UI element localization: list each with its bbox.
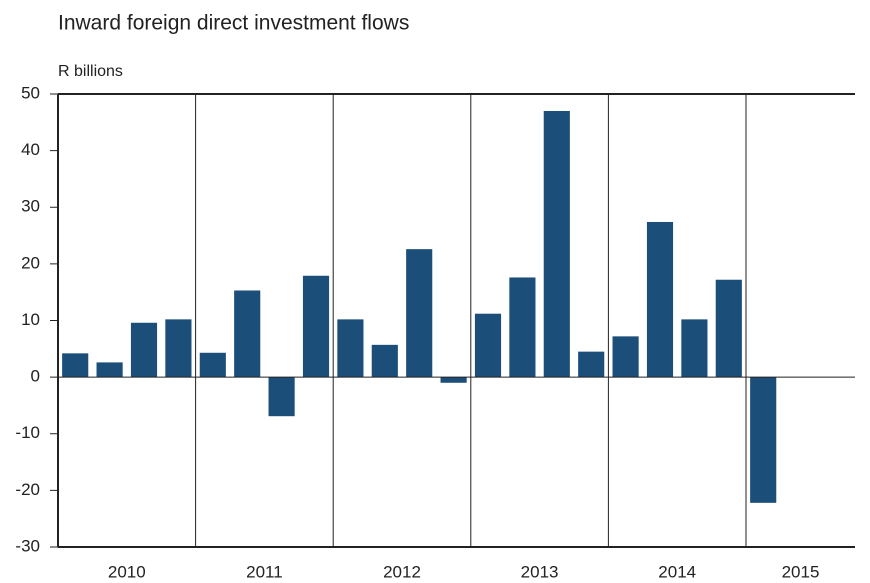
axis-label: R billions — [58, 63, 123, 80]
bar — [750, 377, 777, 503]
bar — [681, 319, 708, 378]
bar — [440, 377, 467, 383]
bar — [234, 290, 261, 378]
y-tick-label: -10 — [15, 423, 40, 442]
bar — [406, 249, 433, 378]
y-tick-label: -30 — [15, 536, 40, 555]
bar — [371, 344, 398, 378]
bar — [646, 221, 674, 378]
chart-title: Inward foreign direct investment flows — [58, 12, 409, 35]
y-tick-label: 0 — [31, 367, 40, 386]
y-tick-label: 50 — [21, 83, 40, 102]
y-tick-label: 10 — [21, 310, 40, 329]
bar — [130, 322, 158, 378]
y-tick-label: 40 — [21, 140, 40, 159]
y-tick-label: -20 — [15, 480, 40, 499]
bar — [578, 351, 605, 378]
bar — [612, 336, 639, 378]
x-group-label: 2013 — [521, 562, 559, 581]
bar — [199, 352, 226, 378]
y-tick-label: 20 — [21, 253, 40, 272]
bar — [96, 362, 123, 378]
bar — [474, 313, 502, 378]
bar — [509, 277, 536, 378]
bar — [337, 319, 364, 378]
x-group-label: 2010 — [108, 562, 146, 581]
x-group-label: 2011 — [246, 562, 283, 581]
bar — [62, 353, 89, 378]
x-group-label: 2014 — [658, 562, 696, 581]
x-group-label: 2012 — [383, 562, 421, 581]
bar — [302, 275, 330, 378]
y-tick-label: 30 — [21, 197, 40, 216]
x-group-label: 2015 — [782, 562, 820, 581]
bar — [165, 319, 192, 378]
bar — [543, 110, 570, 378]
bar — [715, 279, 742, 378]
bar — [268, 377, 295, 417]
